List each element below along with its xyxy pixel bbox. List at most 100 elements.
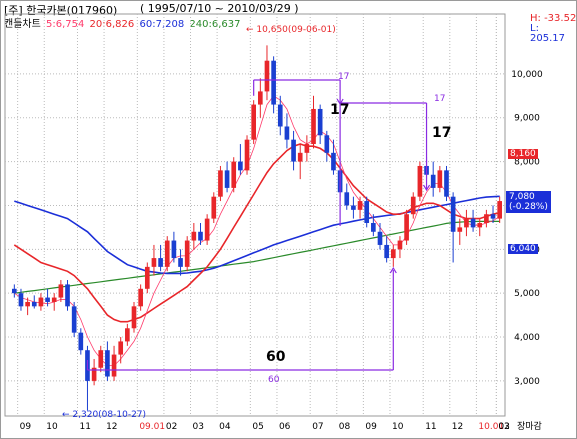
cycle-60-arrow: [389, 266, 397, 274]
x-tick-label: 10: [46, 422, 58, 432]
x-tick-label: 09: [365, 422, 377, 432]
y-tick-label: 4,000: [514, 333, 540, 343]
candle-body: [45, 297, 50, 302]
candle-body: [184, 240, 190, 267]
y-tick-label: 5,000: [514, 289, 540, 299]
candle-body: [211, 196, 217, 219]
candle-body: [98, 350, 104, 368]
candle-body: [58, 284, 64, 298]
y-tick-label: 8,000: [514, 158, 540, 168]
candle-body: [138, 288, 143, 307]
candle-body: [464, 218, 469, 228]
lower-price-tag: 6,040: [508, 244, 538, 254]
low-readout: L: 205.17: [530, 23, 565, 44]
small-60-label: 60: [268, 375, 280, 385]
candle-body: [271, 60, 276, 105]
x-tick-label: 08: [339, 422, 351, 432]
candle-body: [331, 152, 336, 171]
x-tick-label: 07: [312, 422, 323, 432]
max-price-annotation: ← 10,650(09-06-01): [246, 25, 336, 35]
x-tick-label: 06: [279, 422, 291, 432]
current-price-change: (-0.28%): [509, 202, 548, 212]
candle-body: [11, 288, 17, 294]
candle-body: [390, 249, 396, 259]
x-tick-label: 03: [498, 422, 509, 432]
candle-body: [125, 328, 130, 342]
x-tick-label: 04: [219, 422, 231, 432]
candle-body: [371, 223, 376, 232]
x-tick-label: 02: [166, 422, 177, 432]
legend: 캔들차트 5:6,754 20:6,826 60:7,208 240:6,637: [4, 15, 242, 30]
y-tick-label: 3,000: [514, 377, 540, 387]
candle-body: [71, 306, 77, 333]
candle-body: [131, 306, 137, 329]
candle-body: [111, 354, 117, 377]
candle-body: [218, 170, 223, 197]
candle-body: [171, 240, 177, 259]
candle-body: [25, 301, 30, 307]
x-tick-label: 12: [452, 422, 463, 432]
candle-body: [18, 293, 24, 307]
candle-body: [357, 201, 363, 210]
x-tick-label: 10.01: [478, 422, 504, 432]
candle-body: [450, 196, 456, 232]
candle-body: [404, 214, 409, 241]
candle-body: [457, 227, 463, 232]
candle-body: [65, 284, 70, 307]
x-tick-label: 12: [106, 422, 117, 432]
small-17-label-b: 17: [434, 94, 446, 104]
candle-body: [204, 218, 210, 241]
candle-body: [91, 367, 97, 381]
ma20-line: [13, 143, 500, 323]
candle-body: [277, 104, 283, 127]
candle-body: [151, 258, 157, 267]
legend-ma240: 240:6,637: [189, 19, 241, 30]
candle-body: [397, 240, 403, 250]
candle-body: [118, 341, 124, 355]
x-tick-label: 11: [79, 422, 90, 432]
date-range: ( 1995/07/10 ~ 2010/03/29 ): [140, 2, 299, 15]
small-17-label-a: 17: [338, 72, 350, 82]
upper-price-tag: 8,160: [508, 149, 538, 159]
candle-body: [484, 214, 489, 223]
candle-body: [31, 301, 37, 307]
high-low-readout: H: -33.52 L: 205.17: [530, 14, 577, 44]
x-tick-label: 10: [392, 422, 404, 432]
candle-body: [178, 258, 183, 267]
cycle-17b-arrow: [423, 184, 431, 192]
candle-body: [417, 165, 423, 197]
ma240-line: [14, 220, 500, 294]
legend-ma60: 60:7,208: [139, 19, 185, 30]
candle-body: [477, 223, 483, 228]
candle-body: [238, 161, 243, 171]
candle-body: [304, 144, 310, 153]
plot-border: [4, 13, 506, 417]
candle-body: [351, 205, 356, 210]
ma60-line: [14, 195, 500, 275]
candle-body: [377, 231, 383, 245]
candle-body: [78, 332, 84, 351]
candle-body: [191, 231, 197, 241]
chart-type-label[interactable]: 캔들차트: [4, 19, 41, 30]
candle-body: [231, 161, 237, 188]
candle-body: [324, 135, 330, 153]
candle-body: [164, 240, 170, 267]
y-tick-label: 10,000: [511, 70, 543, 80]
legend-ma5: 5:6,754: [46, 19, 85, 30]
x-tick-label: 03: [193, 422, 204, 432]
big-17-label-b: 17: [432, 125, 452, 141]
x-tick-label: 09.01: [139, 422, 165, 432]
x-tick-label: 02: [498, 422, 509, 432]
candle-body: [317, 108, 323, 136]
candle-body: [291, 139, 296, 162]
candle-body: [444, 170, 449, 197]
candle-body: [105, 350, 110, 377]
candle-body: [490, 214, 496, 219]
candle-body: [364, 201, 370, 223]
candle-body: [224, 170, 230, 188]
candle-body: [437, 170, 443, 188]
candle-body: [251, 104, 257, 140]
candle-body: [430, 174, 436, 188]
x-tick-label: 09: [20, 422, 32, 432]
